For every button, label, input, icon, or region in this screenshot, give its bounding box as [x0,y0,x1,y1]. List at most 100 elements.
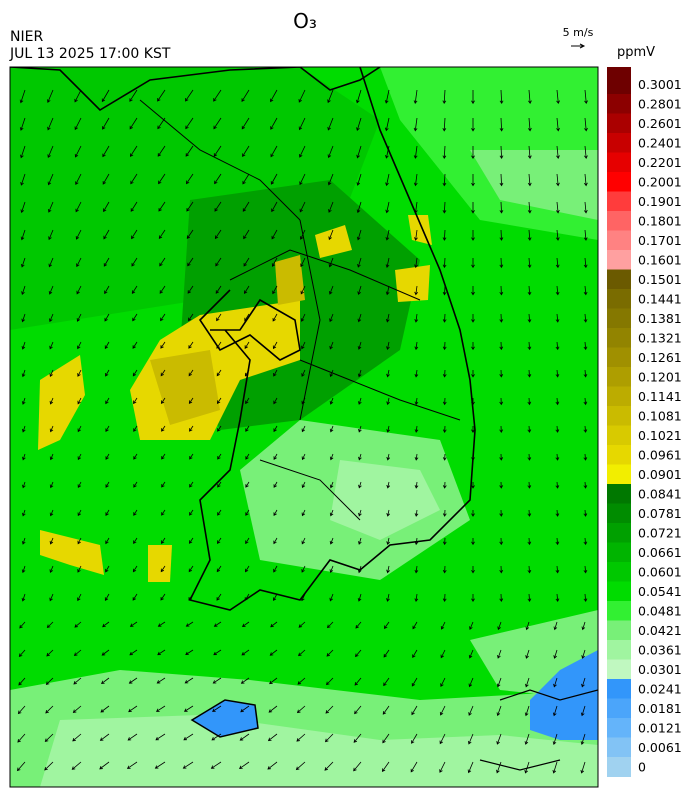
wind-arrow [353,761,362,772]
wind-arrow [414,593,419,602]
wind-arrow [583,453,588,461]
wind-arrow [49,341,54,350]
colorbar-label: 0.0901 [638,467,682,482]
wind-arrow [160,565,166,573]
wind-arrow [245,425,250,432]
wind-arrow [185,621,194,627]
wind-arrow [103,201,110,213]
wind-arrow [328,257,334,268]
wind-arrow [20,173,26,186]
wind-arrow [327,145,334,159]
wind-arrow [186,229,194,240]
wind-arrow [527,425,532,433]
wind-arrow [245,509,250,516]
wind-arrow [101,89,110,103]
wind-arrow [49,537,54,545]
colorbar-cell [607,328,631,348]
wind-arrow [271,257,278,267]
wind-arrow [241,117,250,130]
wind-arrow [355,649,362,658]
wind-arrow [21,341,26,350]
colorbar-label: 0.0661 [638,545,682,560]
wind-arrow [300,257,306,268]
wind-arrow [583,341,588,351]
colorbar-cell [607,425,631,446]
wind-arrow [527,453,532,461]
wind-arrow [357,285,362,296]
wind-arrow [326,621,334,629]
wind-arrow [414,313,419,323]
colorbar: 0.3001 0.2801 0.2601 0.2401 0.2201 0.2001 0.19… [607,67,682,777]
wind-arrow [327,117,334,131]
wind-arrow [327,173,334,186]
wind-arrow [583,285,588,296]
wind-arrow [442,397,447,406]
wind-arrow [471,173,475,187]
wind-arrow [527,285,532,296]
wind-arrow [555,313,560,323]
wind-arrow [499,593,504,603]
wind-arrow [240,705,250,713]
colorbar-label: 0.1601 [638,252,682,267]
colorbar-label: 0.2401 [638,135,682,150]
wind-arrow [213,621,222,627]
wind-arrow [382,705,390,715]
wind-arrow [353,733,362,743]
wind-arrow [154,761,166,769]
wind-arrow [386,537,390,546]
wind-arrow [48,285,54,295]
colorbar-cell [607,133,631,153]
colorbar-label: 0.1441 [638,291,682,306]
wind-arrow [77,425,82,433]
wind-arrow [412,649,418,658]
wind-arrow [329,453,334,461]
wind-arrow [384,621,390,630]
wind-arrow [555,453,560,461]
wind-arrow [468,733,474,745]
wind-arrow [583,313,588,323]
title: O₃ [293,9,317,33]
wind-arrow [76,313,82,322]
wind-arrow [157,649,166,656]
wind-arrow [499,453,504,461]
wind-arrow [21,593,26,602]
wind-arrow [268,705,278,713]
wind-arrow [77,593,82,602]
colorbar-label: 0.0301 [638,662,682,677]
wind-arrow [499,117,504,132]
wind-arrow [414,425,419,433]
wind-arrow [212,677,222,684]
wind-arrow [386,509,391,517]
wind-arrow [499,313,504,323]
wind-arrow [556,145,560,159]
wind-arrow [555,565,560,574]
colorbar-label: 0.2201 [638,155,682,170]
wind-arrow [471,341,475,351]
wind-arrow [128,705,138,713]
wind-arrow [272,313,278,322]
wind-arrow [73,677,82,685]
wind-arrow [245,453,250,460]
colorbar-cell [607,191,631,212]
wind-arrow [159,285,166,294]
wind-arrow [385,313,390,323]
wind-arrow [527,229,532,241]
wind-arrow [468,649,474,659]
wind-arrow [48,229,54,241]
wind-arrow [189,425,194,432]
colorbar-cell [607,679,631,699]
wind-arrow [583,397,588,406]
wind-arrow [239,733,250,741]
wind-arrow [299,201,306,213]
wind-arrow [385,201,390,214]
wind-arrow [471,425,475,433]
wind-arrow [439,733,446,745]
wind-arrow [357,565,362,574]
wind-arrow [296,705,306,714]
wind-arrow [77,453,82,461]
wind-arrow [553,621,558,631]
wind-arrow [499,341,504,351]
wind-arrow [386,341,390,350]
wind-arrow [269,649,278,656]
wind-arrow [129,89,138,102]
